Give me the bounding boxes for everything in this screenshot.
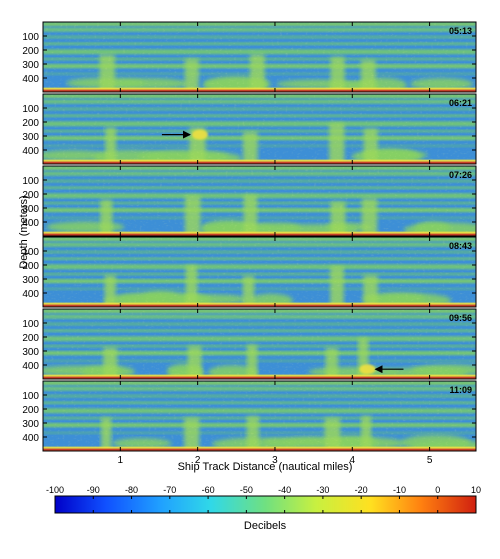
panel-image — [43, 22, 476, 92]
speckle-texture — [43, 22, 476, 92]
x-tick-label: 5 — [427, 455, 433, 466]
colorbar-tick-label: -50 — [240, 485, 253, 495]
y-tick-label: 200 — [22, 190, 39, 201]
panel-frame — [42, 21, 477, 93]
y-tick-label: 100 — [22, 391, 39, 402]
colorbar-tick-label: -60 — [202, 485, 215, 495]
y-tick-label: 300 — [22, 419, 39, 430]
highlight-blob — [191, 129, 208, 140]
panel-time-label: 07:26 — [449, 170, 472, 180]
seafloor — [43, 233, 476, 236]
panel-time-label: 11:09 — [449, 385, 472, 395]
colorbar-tick-label: -90 — [87, 485, 100, 495]
y-tick-label: 200 — [22, 46, 39, 57]
panel-time-label: 05:13 — [449, 26, 472, 36]
y-tick-label: 100 — [22, 104, 39, 115]
y-tick-label: 300 — [22, 60, 39, 71]
y-tick-label: 300 — [22, 132, 39, 143]
seafloor-edge — [43, 446, 476, 450]
colorbar-tick-label: -80 — [125, 485, 138, 495]
y-tick-label: 200 — [22, 261, 39, 272]
colorbar-tick-label: -100 — [46, 485, 64, 495]
colorbar-tick-label: -70 — [163, 485, 176, 495]
speckle-texture — [43, 94, 476, 164]
colorbar-tick-label: -10 — [393, 485, 406, 495]
panel-image — [43, 237, 476, 307]
panel-time-label: 09:56 — [449, 313, 472, 323]
colorbar-tick-label: 10 — [471, 485, 481, 495]
x-tick-label: 3 — [272, 455, 278, 466]
speckle-texture — [43, 166, 476, 236]
panel-image — [43, 94, 476, 164]
x-axis: 1 2 3 4 5 — [118, 455, 433, 466]
echogram-panel: 100 200 300 400 07:26 — [22, 165, 477, 237]
echogram-panel: 100 200 300 400 11:09 — [22, 380, 477, 452]
seafloor-edge — [43, 374, 476, 378]
panels-group: 100 200 300 400 05:13 100 200 300 400 06:21 100 200… — [22, 21, 477, 452]
y-tick-label: 400 — [22, 218, 39, 229]
panel-frame — [42, 308, 477, 380]
y-tick-label: 200 — [22, 333, 39, 344]
colorbar-gradient — [54, 495, 477, 514]
panel-time-label: 08:43 — [449, 241, 472, 251]
colorbar-label: Decibels — [244, 520, 287, 532]
echogram-panel: 100 200 300 400 05:13 — [22, 21, 477, 93]
panel-frame — [42, 236, 477, 308]
panel-frame — [42, 93, 477, 165]
seafloor — [43, 89, 476, 92]
panel-image — [43, 309, 476, 379]
colorbar-tick-label: -20 — [355, 485, 368, 495]
speckle-texture — [43, 309, 476, 379]
speckle-texture — [43, 381, 476, 451]
panel-image — [43, 166, 476, 236]
y-tick-label: 100 — [22, 32, 39, 43]
seafloor — [43, 161, 476, 164]
y-tick-label: 300 — [22, 275, 39, 286]
x-tick-label: 4 — [350, 455, 356, 466]
y-tick-label: 100 — [22, 247, 39, 258]
colorbar-tick-label: 0 — [435, 485, 440, 495]
speckle-texture — [43, 237, 476, 307]
y-tick-label: 300 — [22, 204, 39, 215]
y-tick-label: 100 — [22, 319, 39, 330]
seafloor-edge — [43, 87, 476, 91]
seafloor-edge — [43, 231, 476, 235]
x-tick-label: 2 — [195, 455, 201, 466]
panel-time-label: 06:21 — [449, 98, 472, 108]
seafloor — [43, 448, 476, 451]
y-axis-label: Depth (meters) — [18, 195, 30, 268]
panel-image — [43, 381, 476, 451]
y-tick-label: 100 — [22, 176, 39, 187]
seafloor-edge — [43, 302, 476, 306]
y-tick-label: 300 — [22, 347, 39, 358]
y-tick-label: 200 — [22, 118, 39, 129]
seafloor-edge — [43, 159, 476, 163]
seafloor — [43, 376, 476, 379]
panel-frame — [42, 380, 477, 452]
panel-frame — [42, 165, 477, 237]
highlight-blob — [359, 364, 376, 375]
y-tick-label: 400 — [22, 433, 39, 444]
x-tick-label: 1 — [118, 455, 124, 466]
y-tick-label: 400 — [22, 289, 39, 300]
echogram-panel: 100 200 300 400 09:56 — [22, 308, 477, 380]
y-tick-label: 400 — [22, 74, 39, 85]
colorbar: -100 -90 -80 -70 -60 -50 -40 -30 -20 -10 0 10 — [46, 485, 481, 514]
seafloor — [43, 304, 476, 307]
y-tick-label: 400 — [22, 146, 39, 157]
y-tick-label: 200 — [22, 405, 39, 416]
echogram-panel: 100 200 300 400 08:43 — [22, 236, 477, 308]
x-axis-label: Ship Track Distance (nautical miles) — [178, 461, 353, 473]
echogram-panel: 100 200 300 400 06:21 — [22, 93, 477, 165]
y-tick-label: 400 — [22, 361, 39, 372]
colorbar-tick-label: -30 — [316, 485, 329, 495]
colorbar-tick-label: -40 — [278, 485, 291, 495]
